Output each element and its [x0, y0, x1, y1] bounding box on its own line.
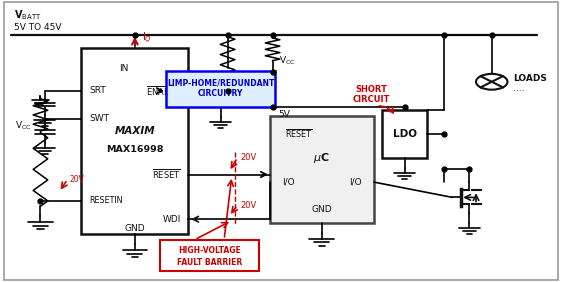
Text: SWT: SWT: [89, 114, 109, 123]
Text: I/O: I/O: [282, 178, 295, 187]
Text: WDI: WDI: [162, 215, 181, 224]
Text: $\overline{\rm RESET}$: $\overline{\rm RESET}$: [152, 168, 181, 182]
Text: FAULT BARRIER: FAULT BARRIER: [176, 257, 242, 266]
Bar: [382, 110, 427, 158]
Text: CIRCUITRY: CIRCUITRY: [198, 89, 243, 98]
Bar: [166, 70, 275, 107]
Text: GND: GND: [311, 205, 332, 214]
Text: LIMP-HOME/REDUNDANT: LIMP-HOME/REDUNDANT: [167, 79, 274, 88]
Text: $\overline{\rm EN}$: $\overline{\rm EN}$: [233, 72, 247, 86]
Text: LOADS: LOADS: [513, 74, 547, 83]
Text: 20V: 20V: [241, 153, 256, 162]
Text: HIGH-VOLTAGE: HIGH-VOLTAGE: [178, 246, 241, 255]
Text: 5V TO 45V: 5V TO 45V: [14, 23, 62, 32]
Text: 5V: 5V: [278, 110, 290, 119]
Text: MAXIM: MAXIM: [115, 126, 155, 136]
Text: V$_{\rm CC}$: V$_{\rm CC}$: [279, 54, 296, 67]
Text: V$_{\rm BATT}$: V$_{\rm BATT}$: [14, 8, 42, 22]
Text: SHORT
CIRCUIT: SHORT CIRCUIT: [352, 85, 389, 104]
Text: SRT: SRT: [89, 86, 106, 95]
Text: $\overline{\rm RESET}$: $\overline{\rm RESET}$: [285, 129, 313, 141]
Text: 20V: 20V: [69, 175, 84, 184]
Bar: [270, 116, 374, 223]
Text: GND: GND: [125, 224, 145, 233]
Text: 20V: 20V: [241, 201, 256, 210]
Text: LDO: LDO: [393, 129, 416, 139]
Text: MAX16998: MAX16998: [106, 145, 164, 154]
Text: I$_Q$: I$_Q$: [142, 31, 152, 46]
Bar: [81, 48, 188, 234]
Text: ....: ....: [513, 84, 524, 93]
Bar: [160, 240, 259, 271]
Text: $\mu$C: $\mu$C: [314, 151, 330, 166]
Text: RESETIN: RESETIN: [89, 196, 123, 205]
Text: IN: IN: [119, 64, 128, 73]
Text: V$_{\rm CC}$: V$_{\rm CC}$: [15, 119, 32, 132]
Text: $\overline{\rm ENABLE}$: $\overline{\rm ENABLE}$: [146, 84, 181, 98]
Text: I/O: I/O: [348, 178, 361, 187]
